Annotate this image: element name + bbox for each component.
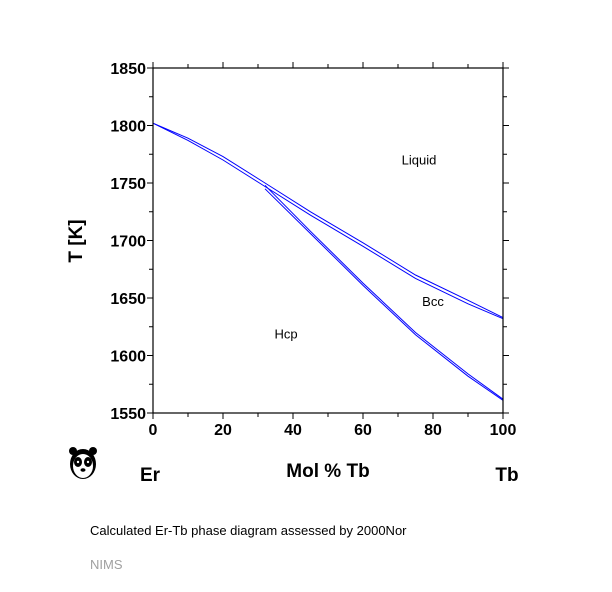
element-right-label: Tb <box>495 465 518 486</box>
x-tick-label: 60 <box>354 422 372 439</box>
phase-boundary-line-4 <box>264 188 504 401</box>
region-label-bcc: Bcc <box>422 294 444 309</box>
x-tick-label: 0 <box>149 422 158 439</box>
y-tick-label: 1600 <box>110 349 146 366</box>
caption: Calculated Er-Tb phase diagram assessed … <box>90 523 407 538</box>
phase-boundary-line-2 <box>152 122 504 320</box>
y-tick-label: 1800 <box>110 119 146 136</box>
x-tick-label: 40 <box>284 422 302 439</box>
y-tick-label: 1650 <box>110 291 146 308</box>
y-tick-label: 1700 <box>110 234 146 251</box>
y-axis-title: T [K] <box>66 219 87 262</box>
element-left-label: Er <box>140 465 161 486</box>
x-axis-title: Mol % Tb <box>286 461 369 482</box>
y-tick-label: 1850 <box>110 61 146 78</box>
y-tick-label: 1550 <box>110 406 146 423</box>
phase-boundary-line-3 <box>264 184 504 400</box>
phase-boundary-line-1 <box>152 122 504 319</box>
source-label: NIMS <box>90 557 123 572</box>
region-label-hcp: Hcp <box>274 326 297 341</box>
x-tick-label: 100 <box>490 422 517 439</box>
region-label-liquid: Liquid <box>402 153 437 168</box>
y-tick-label: 1750 <box>110 176 146 193</box>
x-tick-label: 20 <box>214 422 232 439</box>
x-tick-label: 80 <box>424 422 442 439</box>
plot-frame <box>152 67 504 414</box>
panda-icon <box>69 447 97 479</box>
